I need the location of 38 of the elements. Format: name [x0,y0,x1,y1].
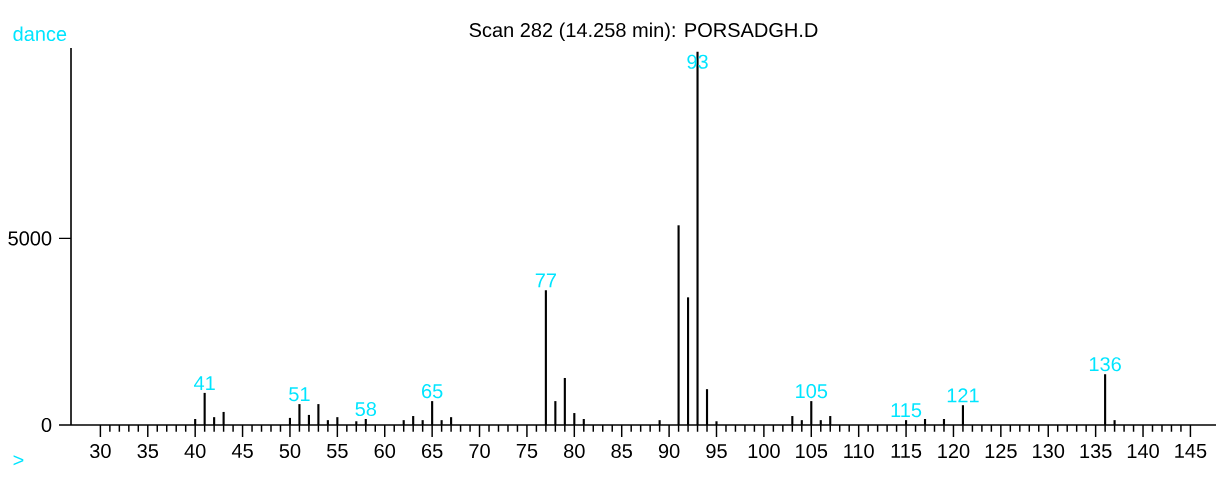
x-tick-label: 85 [611,443,632,459]
x-tick-label: 95 [706,443,727,459]
x-tick-label: 50 [279,443,301,459]
x-tick-label: 60 [374,443,396,459]
annotation: 77 [535,273,556,288]
x-tick-label: 80 [564,443,585,459]
y-tick-label: 5000 [8,231,52,246]
y-tick-label: 0 [41,417,52,433]
x-tick-label: 100 [748,443,780,459]
x-tick-label: 75 [516,443,538,458]
x-tick-label: 45 [231,443,253,458]
x-tick-label: 35 [137,443,159,459]
annotation: 65 [422,384,443,399]
x-tick-label: 70 [469,443,490,459]
chart-title: Scan 282 (14.258 min): PORSADGH.D [469,22,818,42]
x-axis-title: > [13,455,24,466]
x-tick-label: 55 [327,443,348,458]
x-tick-label: 120 [938,443,970,459]
annotation: 136 [1089,357,1121,372]
annotation: 105 [796,384,828,399]
x-tick-label: 135 [1080,443,1112,459]
x-tick-label: 140 [1127,443,1159,459]
x-tick-label: 105 [796,443,828,459]
annotation: 58 [355,401,377,417]
x-tick-label: 110 [844,443,874,459]
x-tick-label: 90 [658,443,680,459]
y-axis-title: dance [13,26,67,42]
annotation: 121 [947,388,979,403]
annotation: 115 [891,403,922,418]
x-tick-label: 130 [1033,443,1065,459]
x-tick-label: 65 [422,443,443,459]
x-tick-label: 145 [1175,443,1207,458]
x-tick-label: 115 [891,443,922,458]
x-tick-label: 30 [90,443,111,459]
x-tick-label: 40 [184,443,206,459]
annotation: 51 [289,387,310,402]
x-tick-label: 125 [985,443,1017,459]
annotation: 41 [193,376,215,390]
